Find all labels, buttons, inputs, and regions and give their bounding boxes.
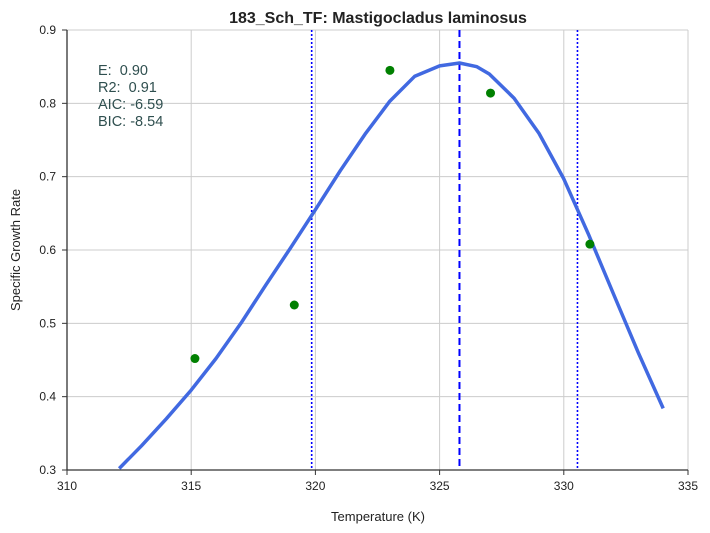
x-axis-label: Temperature (K) bbox=[331, 509, 425, 524]
reference-lines bbox=[310, 30, 579, 470]
y-tick-label: 0.9 bbox=[39, 23, 56, 37]
y-tick-label: 0.8 bbox=[39, 96, 56, 110]
x-tick-label: 320 bbox=[305, 479, 325, 493]
data-point bbox=[486, 88, 496, 98]
data-point bbox=[289, 300, 299, 310]
x-tick-label: 310 bbox=[57, 479, 77, 493]
grid-lines bbox=[66, 29, 689, 471]
data-point bbox=[385, 65, 395, 75]
x-tick-label: 330 bbox=[554, 479, 574, 493]
data-points bbox=[190, 65, 595, 364]
chart-title: 183_Sch_TF: Mastigocladus laminosus bbox=[229, 10, 527, 27]
data-point bbox=[585, 239, 595, 249]
data-point bbox=[190, 354, 200, 364]
x-tick-label: 335 bbox=[678, 479, 698, 493]
y-tick-label: 0.4 bbox=[39, 390, 56, 404]
x-tick-label: 315 bbox=[181, 479, 201, 493]
fit-stat: E: 0.90 bbox=[98, 63, 148, 79]
y-tick-label: 0.6 bbox=[39, 243, 56, 257]
fit-curve bbox=[117, 61, 665, 470]
y-tick-label: 0.7 bbox=[39, 170, 56, 184]
y-tick-label: 0.3 bbox=[39, 463, 56, 477]
fit-curve-group bbox=[117, 61, 665, 470]
x-tick-label: 325 bbox=[430, 479, 450, 493]
fit-stat: BIC: -8.54 bbox=[98, 114, 163, 130]
y-tick-labels: 0.3 0.4 0.5 0.6 0.7 0.8 0.9 bbox=[39, 23, 67, 477]
y-tick-label: 0.5 bbox=[39, 316, 56, 330]
y-axis-label: Specific Growth Rate bbox=[8, 189, 23, 311]
fit-stat: AIC: -6.59 bbox=[98, 97, 163, 113]
fit-stat: R2: 0.91 bbox=[98, 80, 157, 96]
x-tick-labels: 310 315 320 325 330 335 bbox=[57, 470, 698, 493]
